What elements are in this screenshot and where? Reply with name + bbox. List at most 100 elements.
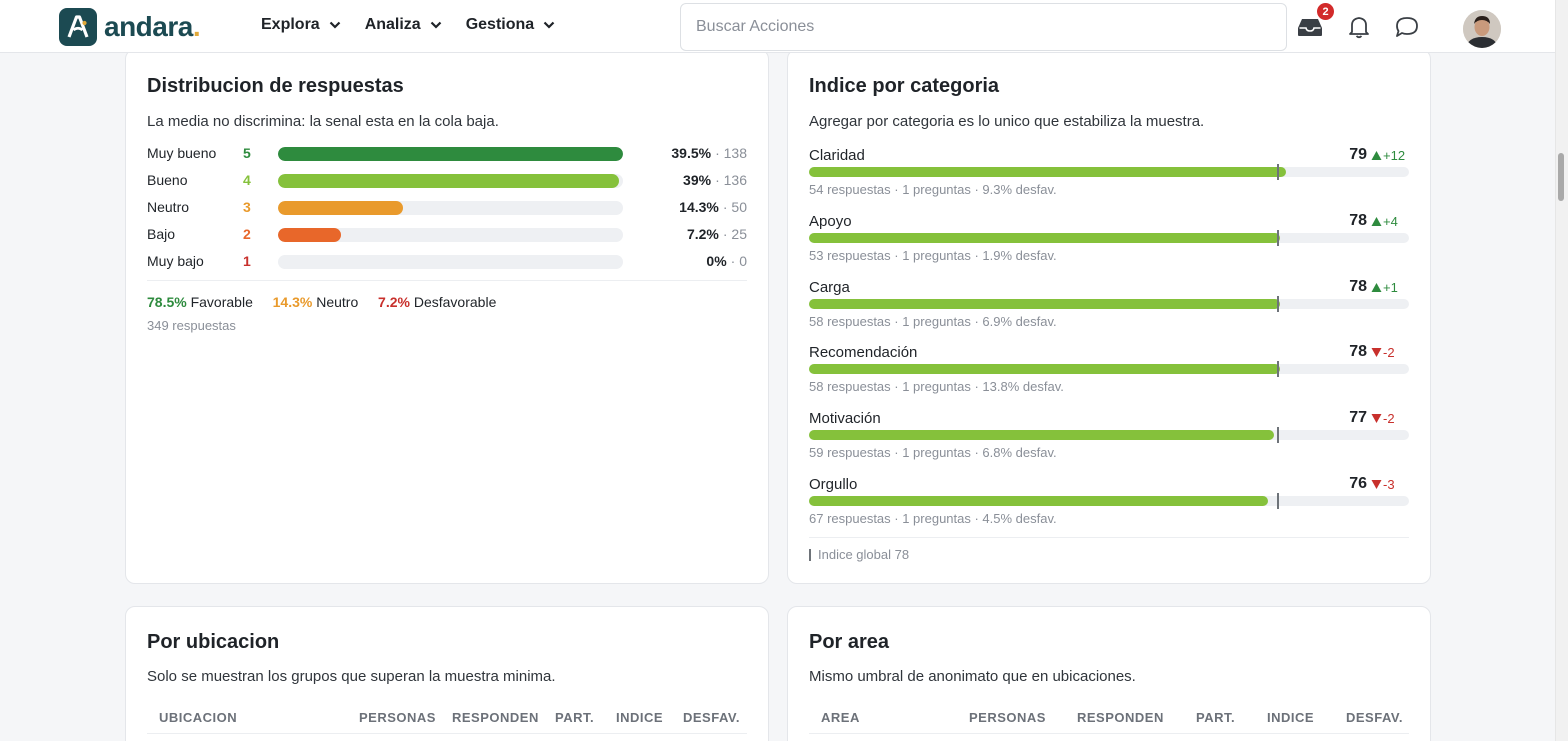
category-value: 76 <box>1349 475 1367 492</box>
column-header[interactable]: PART. <box>1196 710 1236 725</box>
nav-analiza[interactable]: Analiza <box>365 16 442 34</box>
favorable-pct: 78.5% <box>147 294 187 310</box>
location-subtitle: Solo se muestran los grupos que superan … <box>147 668 556 685</box>
nav-gestiona[interactable]: Gestiona <box>466 16 555 34</box>
category-title: Indice por categoria <box>809 75 1000 97</box>
global-index-label: Indice global 78 <box>818 547 910 562</box>
category-name: Apoyo <box>809 213 852 230</box>
category-bar <box>809 299 1280 309</box>
nav-explora[interactable]: Explora <box>261 16 341 34</box>
column-header[interactable]: DESFAV. <box>683 710 740 725</box>
distribution-pct: 0% <box>706 253 727 269</box>
distribution-bar-track <box>278 255 623 269</box>
search-input[interactable] <box>680 3 1287 51</box>
area-subtitle: Mismo umbral de anonimato que en ubicaci… <box>809 668 1136 685</box>
main-nav: Explora Analiza Gestiona <box>261 16 579 34</box>
nav-explora-label: Explora <box>261 16 320 33</box>
category-bar <box>809 430 1274 440</box>
column-header[interactable]: INDICE <box>616 710 664 725</box>
category-delta: +12 <box>1383 148 1406 163</box>
table-divider <box>809 733 1409 734</box>
category-delta: -3 <box>1383 477 1395 492</box>
notifications-button[interactable] <box>1345 13 1373 41</box>
user-avatar[interactable] <box>1463 10 1501 48</box>
category-name: Recomendación <box>809 344 918 361</box>
brand-logo[interactable]: andara. <box>59 8 201 46</box>
messages-button[interactable] <box>1393 13 1421 41</box>
distribution-bar <box>278 228 341 242</box>
distribution-row: Muy bajo 1 0% · 0 <box>147 252 747 272</box>
category-row[interactable]: Carga 78 +1 58 respuestas · 1 preguntas · 6… <box>809 278 1409 335</box>
chevron-down-icon <box>543 21 555 29</box>
scrollbar-thumb[interactable] <box>1558 153 1564 201</box>
distribution-bar-track <box>278 228 623 242</box>
bell-icon <box>1349 17 1369 39</box>
distribution-title: Distribucion de respuestas <box>147 75 404 97</box>
inbox-badge: 2 <box>1317 3 1334 20</box>
category-delta: +1 <box>1383 280 1398 295</box>
category-row[interactable]: Recomendación 78 -2 58 respuestas · 1 pregu… <box>809 343 1409 400</box>
category-bar-track <box>809 296 1409 312</box>
category-value: 78 <box>1349 278 1367 295</box>
area-card: Por area Mismo umbral de anonimato que e… <box>787 606 1431 741</box>
global-index-mark <box>1277 427 1279 443</box>
category-name: Motivación <box>809 410 881 427</box>
category-bar-track <box>809 361 1409 377</box>
category-delta: +4 <box>1383 214 1398 229</box>
column-header[interactable]: RESPONDEN <box>452 710 539 725</box>
nav-analiza-label: Analiza <box>364 16 421 33</box>
distribution-score: 5 <box>243 145 251 161</box>
total-responses: 349 respuestas <box>147 318 236 333</box>
column-header[interactable]: UBICACION <box>159 710 238 725</box>
unfavorable-pct: 7.2% <box>378 294 410 310</box>
global-index-legend: Indice global 78 <box>809 547 909 562</box>
distribution-row: Bajo 2 7.2% · 25 <box>147 225 747 245</box>
distribution-score: 3 <box>243 199 251 215</box>
distribution-card: Distribucion de respuestas La media no d… <box>125 49 769 584</box>
column-header[interactable]: PERSONAS <box>359 710 436 725</box>
area-title: Por area <box>809 631 890 653</box>
distribution-pct: 39% <box>683 172 712 188</box>
column-header[interactable]: INDICE <box>1267 710 1315 725</box>
column-header[interactable]: DESFAV. <box>1346 710 1403 725</box>
location-title: Por ubicacion <box>147 631 280 653</box>
distribution-score: 2 <box>243 226 251 242</box>
brand-name: andara. <box>104 11 201 42</box>
distribution-bar <box>278 174 619 188</box>
distribution-bar-track <box>278 201 623 215</box>
distribution-summary: 78.5% Favorable 14.3% Neutro 7.2% Desfav… <box>147 294 496 310</box>
andara-logo-icon <box>59 8 97 46</box>
triangle-up-icon <box>1371 217 1382 226</box>
category-meta: 59 respuestas · 1 preguntas · 6.8% desfa… <box>809 445 1057 460</box>
column-header[interactable]: PERSONAS <box>969 710 1046 725</box>
column-header[interactable]: PART. <box>555 710 595 725</box>
category-bar <box>809 167 1286 177</box>
category-bar-track <box>809 164 1409 180</box>
triangle-up-icon <box>1371 283 1382 292</box>
inbox-icon <box>1298 19 1322 36</box>
global-index-mark <box>1277 230 1279 246</box>
column-header[interactable]: RESPONDEN <box>1077 710 1164 725</box>
location-card: Por ubicacion Solo se muestran los grupo… <box>125 606 769 741</box>
triangle-down-icon <box>1371 348 1382 357</box>
favorable-label: Favorable <box>190 294 253 310</box>
distribution-row: Bueno 4 39% · 136 <box>147 171 747 191</box>
category-row[interactable]: Claridad 79 +12 54 respuestas · 1 preguntas… <box>809 146 1409 203</box>
category-meta: 53 respuestas · 1 preguntas · 1.9% desfa… <box>809 248 1057 263</box>
category-row[interactable]: Motivación 77 -2 59 respuestas · 1 pregunta… <box>809 409 1409 466</box>
category-row[interactable]: Orgullo 76 -3 67 respuestas · 1 preguntas ·… <box>809 475 1409 532</box>
category-row[interactable]: Apoyo 78 +4 53 respuestas · 1 preguntas · 1… <box>809 212 1409 269</box>
page-scrollbar[interactable] <box>1555 0 1568 741</box>
column-header[interactable]: AREA <box>821 710 860 725</box>
category-meta: 54 respuestas · 1 preguntas · 9.3% desfa… <box>809 182 1057 197</box>
neutral-pct: 14.3% <box>272 294 313 310</box>
category-bar <box>809 364 1280 374</box>
distribution-row: Muy bueno 5 39.5% · 138 <box>147 144 747 164</box>
distribution-row: Neutro 3 14.3% · 50 <box>147 198 747 218</box>
inbox-button[interactable] <box>1296 13 1324 41</box>
category-bar <box>809 233 1280 243</box>
distribution-divider <box>147 280 747 281</box>
category-bar <box>809 496 1268 506</box>
distribution-bar-track <box>278 174 623 188</box>
distribution-subtitle: La media no discrimina: la senal esta en… <box>147 113 499 130</box>
